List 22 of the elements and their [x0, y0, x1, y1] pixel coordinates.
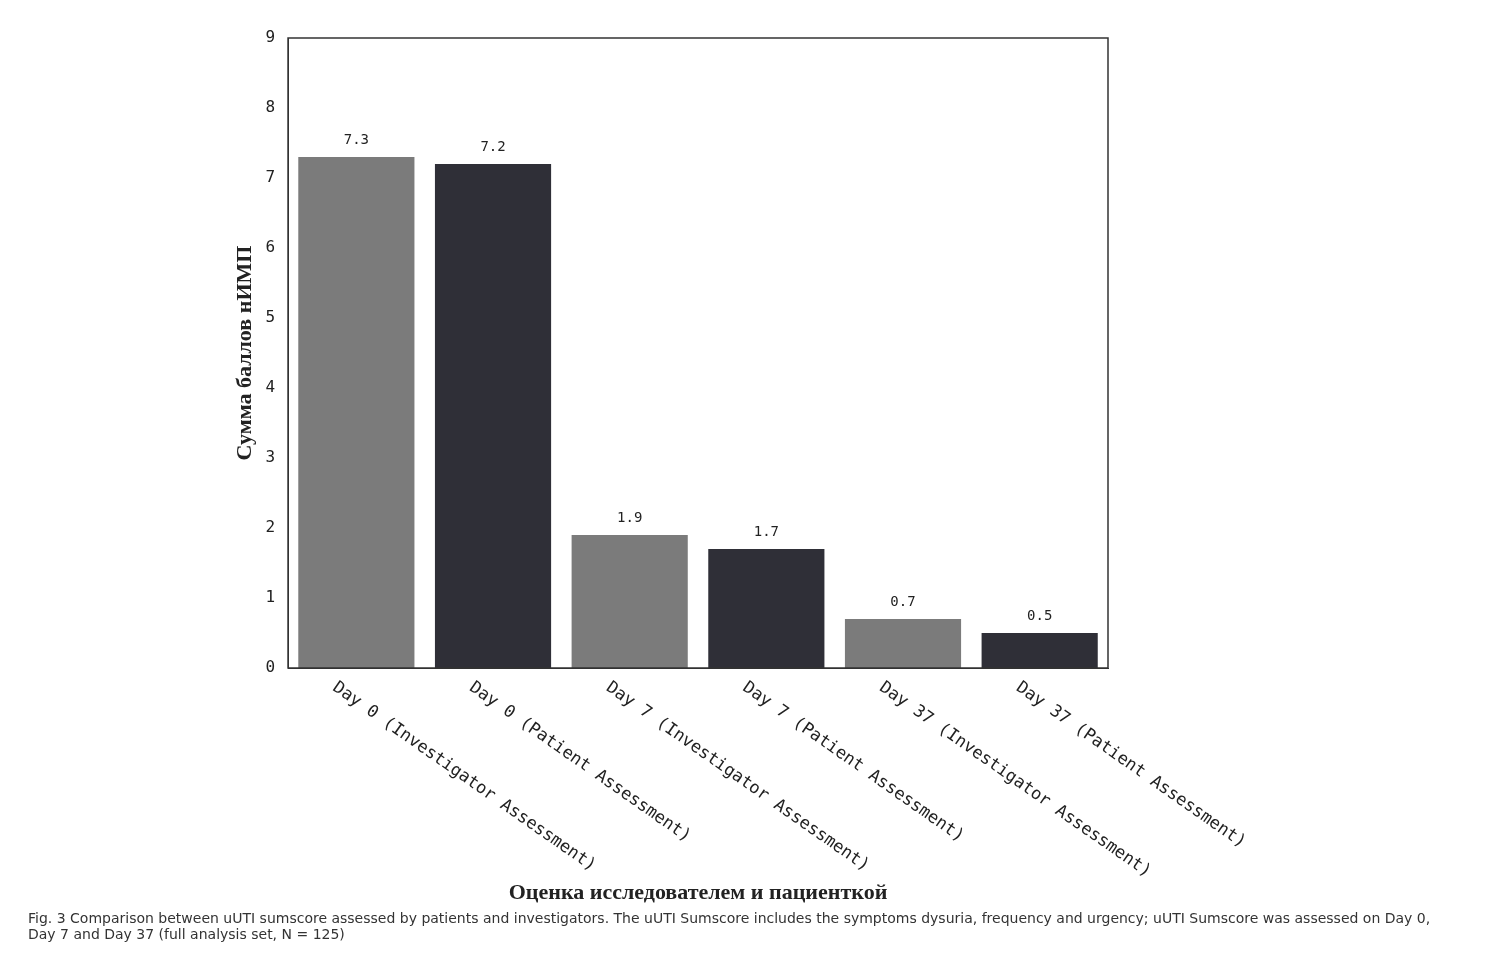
y-tick-label: 7	[265, 167, 276, 187]
y-tick-label: 1	[265, 587, 276, 607]
y-tick-label: 9	[265, 27, 276, 47]
y-tick-label: 3	[265, 447, 276, 467]
bar	[844, 619, 962, 668]
y-tick-label: 4	[265, 377, 276, 397]
data-label: 7.3	[343, 130, 370, 147]
caption: Fig. 3 Comparison between uUTI sumscore assessed by patients and investigators. The uUTI Sumscore includes the symptoms dysuria, frequency and urgency; uUTI Sumscore was assessed on Day 0, Day 7 and Day 37 (full analysis set, N = 125)	[27, 909, 1432, 944]
data-label: 7.2	[480, 137, 506, 154]
y-tick-label: 5	[265, 307, 276, 327]
data-label: 0.7	[890, 592, 916, 609]
data-label: 1.7	[753, 522, 779, 539]
data-label: 0.5	[1027, 606, 1053, 623]
y-tick-label: 0	[265, 657, 276, 677]
y-tick-label: 2	[265, 517, 276, 537]
y-axis-title: Сумма баллов нИМП	[230, 245, 256, 461]
y-tick-label: 8	[265, 97, 276, 117]
y-tick-label: 6	[265, 237, 276, 257]
bar	[571, 535, 688, 668]
data-label: 1.9	[617, 508, 643, 525]
bar	[298, 157, 415, 668]
x-axis-title: Оценка исследователем и пациенткой	[508, 878, 888, 904]
